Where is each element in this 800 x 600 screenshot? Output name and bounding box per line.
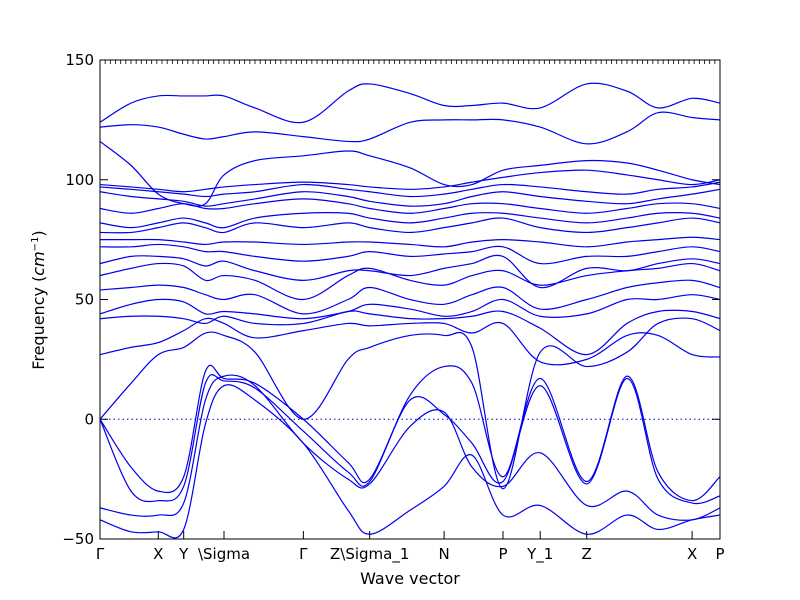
y-axis-label: Frequency (cm−1) (29, 230, 48, 369)
band-line-13 (100, 236, 721, 248)
y-tick-label: 50 (75, 291, 94, 309)
band-line-12 (99, 243, 721, 265)
band-line-10 (99, 262, 721, 301)
band-line-20 (99, 140, 721, 207)
band-line-6 (99, 317, 721, 366)
series-lines (99, 82, 721, 539)
x-tick-label: P (715, 545, 724, 563)
band-line-7 (99, 309, 721, 356)
y-axis-label-text: Frequency (29, 287, 48, 370)
band-line-21 (99, 111, 721, 145)
band-line-18 (99, 181, 721, 198)
x-tick-label: Γ (299, 545, 308, 563)
y-axis-label-close: ) (29, 230, 48, 236)
band-line-2 (99, 374, 721, 521)
x-tick-label: X (153, 545, 163, 563)
y-axis-label-exponent: −1 (30, 237, 41, 252)
band-line-8 (99, 294, 721, 320)
band-line-17 (99, 188, 721, 207)
band-line-9 (99, 279, 721, 315)
y-tick-label: −50 (62, 530, 94, 548)
x-tick-label: X (687, 545, 697, 563)
band-line-15 (99, 212, 721, 229)
band-line-19 (99, 169, 721, 193)
x-axis-label: Wave vector (360, 569, 460, 588)
band-line-11 (99, 254, 721, 289)
y-tick-label: 100 (65, 171, 94, 189)
band-line-1 (99, 384, 721, 539)
y-axis-label-unit: cm (29, 251, 48, 275)
minor-ticks (99, 60, 721, 64)
y-axis-label-open: ( (29, 276, 48, 287)
x-tick-label: Y (178, 545, 189, 563)
plot-frame (99, 59, 721, 540)
band-line-14 (99, 217, 721, 234)
band-line-4 (99, 364, 721, 502)
y-tick-label: 150 (65, 51, 94, 69)
x-tick-label: P (498, 545, 507, 563)
x-ticks: Γ X Y \Sigma Γ Z\Sigma_1 N P Y_1 Z X P (96, 531, 725, 564)
x-tick-label: Γ (96, 545, 105, 563)
x-tick-label: Y_1 (526, 545, 553, 564)
x-tick-label: \Sigma (198, 545, 250, 563)
band-line-22 (99, 82, 721, 124)
y-ticks: −50 0 50 100 150 (62, 51, 720, 548)
x-tick-label: Z\Sigma_1 (330, 545, 409, 564)
x-tick-label: N (438, 545, 449, 563)
y-tick-label: 0 (84, 410, 94, 428)
band-line-3 (99, 374, 721, 505)
x-tick-label: Z (582, 545, 592, 563)
band-line-5 (99, 317, 721, 490)
